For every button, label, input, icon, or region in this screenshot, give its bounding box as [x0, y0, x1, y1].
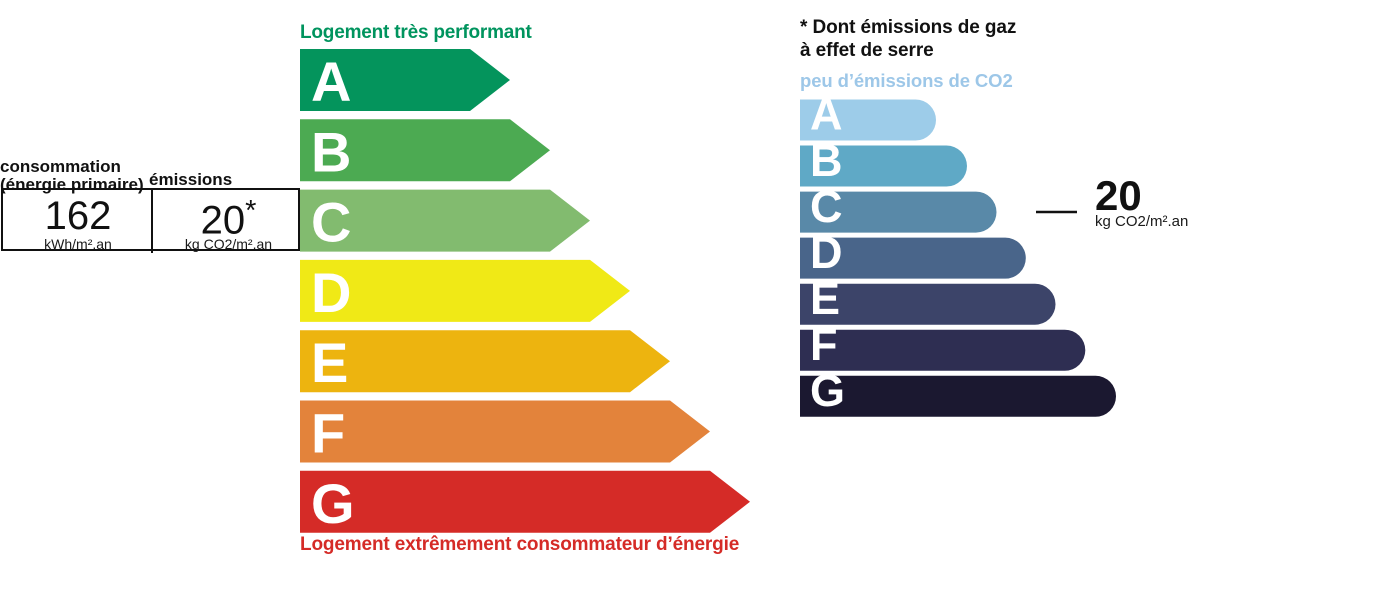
svg-text:C: C	[810, 181, 843, 232]
svg-text:G: G	[810, 365, 845, 416]
svg-text:A: A	[810, 89, 843, 140]
svg-text:F: F	[810, 319, 838, 370]
svg-text:D: D	[810, 227, 843, 278]
svg-text:E: E	[810, 273, 840, 324]
svg-text:B: B	[810, 135, 843, 186]
